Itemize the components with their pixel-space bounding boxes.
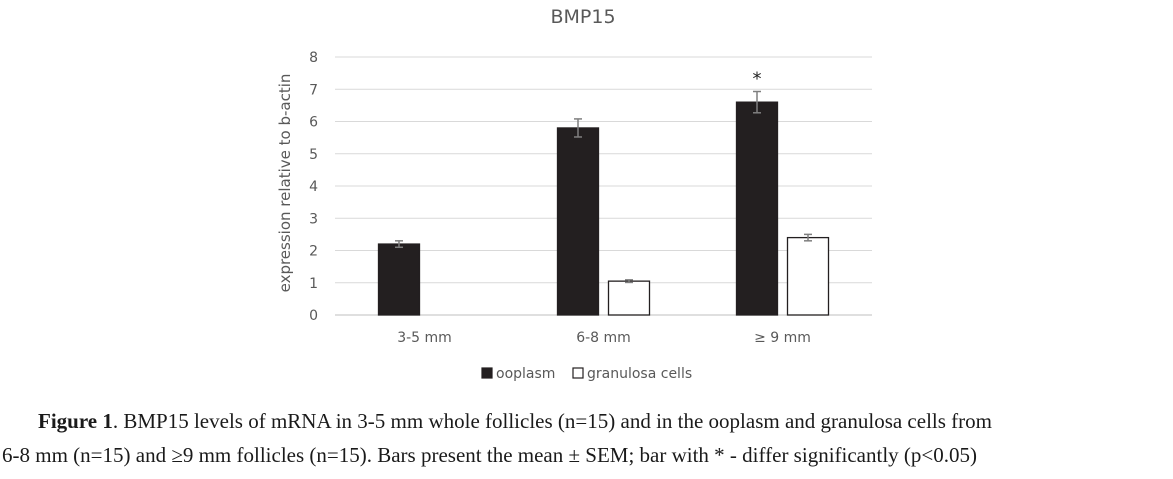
bar-chart: BMP15 0 1 2 3 4 5 6 7 8 expression relative to b… xyxy=(276,6,872,382)
x-tick-label: ≥ 9 mm xyxy=(754,330,811,346)
error-bar xyxy=(395,240,403,249)
significance-marker: * xyxy=(753,69,762,90)
y-tick-label: 4 xyxy=(309,179,318,195)
x-tick-label: 3-5 mm xyxy=(397,330,452,346)
y-tick-label: 2 xyxy=(309,244,318,260)
y-axis-ticks: 0 1 2 3 4 5 6 7 8 xyxy=(309,50,318,324)
error-bar xyxy=(753,90,761,114)
y-tick-label: 0 xyxy=(309,308,318,324)
legend-swatch xyxy=(572,367,584,379)
chart-title: BMP15 xyxy=(550,6,615,28)
y-tick-label: 5 xyxy=(309,147,318,163)
figure-caption: Figure 1. BMP15 levels of mRNA in 3-5 mm… xyxy=(0,404,1173,472)
bar-granulosa-cells xyxy=(607,280,651,316)
y-tick-label: 3 xyxy=(309,211,318,227)
legend-label: ooplasm xyxy=(496,366,555,382)
x-axis-ticks: 3-5 mm 6-8 mm ≥ 9 mm xyxy=(397,330,811,346)
y-tick-label: 6 xyxy=(309,115,318,131)
caption-line-2: 6-8 mm (n=15) and ≥9 mm follicles (n=15)… xyxy=(2,443,977,467)
error-bar xyxy=(574,118,582,138)
bar-ooplasm xyxy=(556,127,600,316)
y-axis-label: expression relative to b-actin xyxy=(276,74,294,293)
legend: ooplasm granulosa cells xyxy=(481,366,692,382)
error-bar xyxy=(625,279,633,284)
bar-granulosa-cells xyxy=(786,236,830,316)
x-tick-label: 6-8 mm xyxy=(576,330,631,346)
error-bar xyxy=(804,233,812,242)
y-tick-label: 7 xyxy=(309,82,318,98)
caption-label: Figure 1 xyxy=(38,409,113,433)
y-tick-label: 8 xyxy=(309,50,318,66)
caption-line-1: Figure 1. BMP15 levels of mRNA in 3-5 mm… xyxy=(0,404,1173,438)
bar-ooplasm xyxy=(735,101,779,316)
legend-label: granulosa cells xyxy=(587,366,692,382)
bar-ooplasm xyxy=(377,243,421,316)
bars: * xyxy=(377,69,830,316)
gridlines xyxy=(335,56,872,316)
caption-line-1-text: . BMP15 levels of mRNA in 3-5 mm whole f… xyxy=(112,409,992,433)
legend-swatch xyxy=(481,367,493,379)
y-tick-label: 1 xyxy=(309,276,318,292)
